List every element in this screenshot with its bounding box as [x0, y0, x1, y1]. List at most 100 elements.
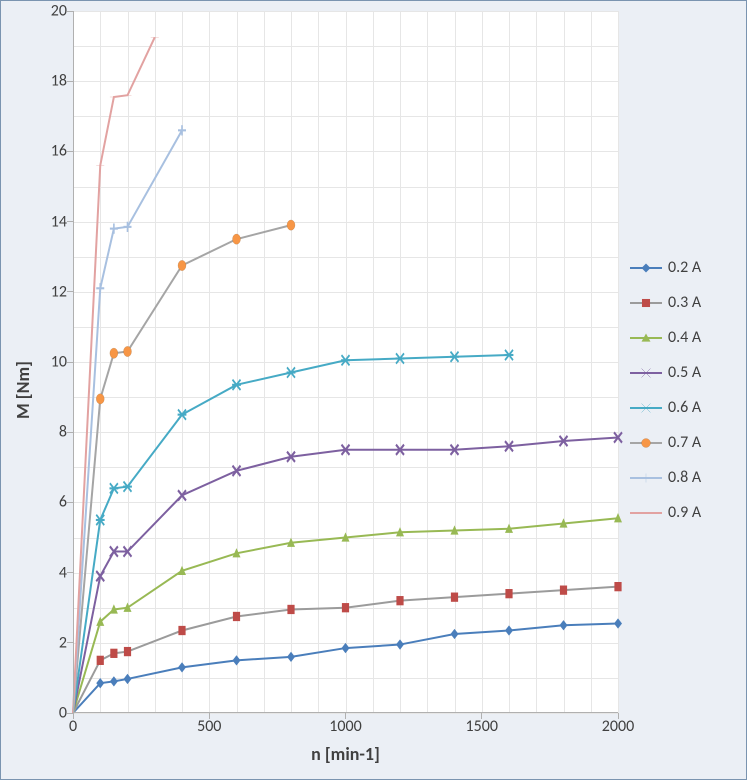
- series-marker: [109, 483, 118, 493]
- y-tick-label: 0: [37, 704, 67, 723]
- legend-item: 0.6 A: [630, 398, 738, 417]
- y-tick-label: 20: [37, 2, 67, 21]
- series-marker: [178, 260, 186, 270]
- x-axis-label: n [min-1]: [73, 741, 618, 769]
- series-marker: [450, 352, 459, 362]
- plus-icon: [639, 471, 653, 485]
- y-tick-mark: [67, 221, 73, 222]
- y-tick-label: 14: [37, 212, 67, 231]
- legend-label: 0.7 A: [668, 433, 701, 452]
- legend-item: 0.8 A: [630, 468, 738, 487]
- legend-swatch: [630, 366, 662, 380]
- legend-label: 0.6 A: [668, 398, 701, 417]
- legend: 0.2 A 0.3 A 0.4 A 0.5 A 0.6 A 0.7 A 0.8 A 0.9 A: [618, 11, 738, 769]
- legend-item: 0.4 A: [630, 328, 738, 347]
- y-tick-mark: [67, 81, 73, 82]
- y-tick-mark: [67, 151, 73, 152]
- legend-swatch: [630, 471, 662, 485]
- series-line: [73, 130, 182, 713]
- legend-swatch: [630, 401, 662, 415]
- x-tick-label: 1000: [329, 717, 361, 736]
- plot-column: 0500100015002000 n [min-1]: [73, 11, 618, 769]
- series-marker: [124, 647, 131, 656]
- y-tick-label: 4: [37, 563, 67, 582]
- series-marker: [342, 603, 349, 612]
- y-axis-line: [73, 11, 74, 713]
- chart-area: M [Nm] 02468101214161820 050010001500200…: [9, 11, 618, 769]
- y-tick-label: 2: [37, 633, 67, 652]
- y-tick-mark: [67, 11, 73, 12]
- legend-item: 0.7 A: [630, 433, 738, 452]
- series-marker: [341, 355, 350, 365]
- series-line: [73, 225, 291, 713]
- legend-label: 0.8 A: [668, 468, 701, 487]
- series-marker: [96, 283, 104, 293]
- legend-label: 0.5 A: [668, 363, 701, 382]
- series-marker: [232, 380, 241, 390]
- legend-label: 0.4 A: [668, 328, 701, 347]
- series-marker: [123, 481, 132, 491]
- series-marker: [287, 367, 296, 377]
- series-marker: [505, 589, 512, 598]
- x-tick-label: 1500: [466, 717, 498, 736]
- series-marker: [110, 223, 118, 233]
- series-marker: [110, 676, 118, 686]
- legend-swatch: [630, 436, 662, 450]
- legend-label: 0.3 A: [668, 293, 701, 312]
- y-tick-label: 12: [37, 282, 67, 301]
- square-icon: [639, 296, 653, 310]
- diamond-icon: [639, 261, 653, 275]
- series-marker: [233, 234, 241, 244]
- series-line: [73, 437, 618, 713]
- series-marker: [233, 655, 241, 665]
- legend-item: 0.9 A: [630, 503, 738, 522]
- series-marker: [124, 346, 132, 356]
- series-marker: [110, 649, 117, 658]
- series-marker: [287, 652, 295, 662]
- series-marker: [396, 353, 405, 363]
- y-tick-mark: [67, 642, 73, 643]
- triangle-icon: [639, 331, 653, 345]
- series-marker: [560, 620, 568, 630]
- series-marker: [614, 582, 621, 591]
- x-tick-label: 2000: [602, 717, 634, 736]
- legend-swatch: [630, 261, 662, 275]
- series-marker: [178, 409, 187, 419]
- series-marker: [505, 350, 514, 360]
- y-tick-mark: [67, 502, 73, 503]
- y-tick-label: 6: [37, 493, 67, 512]
- legend-label: 0.2 A: [668, 258, 701, 277]
- series-line: [73, 518, 618, 713]
- y-tick-label: 16: [37, 142, 67, 161]
- series-marker: [396, 596, 403, 605]
- legend-item: 0.3 A: [630, 293, 738, 312]
- series-marker: [124, 674, 132, 684]
- series-marker: [233, 612, 240, 621]
- y-tick-label: 8: [37, 423, 67, 442]
- y-tick-label: 18: [37, 72, 67, 91]
- y-axis: 02468101214161820: [37, 11, 73, 769]
- y-tick-mark: [67, 572, 73, 573]
- series-marker: [287, 605, 294, 614]
- series-line: [73, 623, 618, 713]
- series-marker: [96, 394, 104, 404]
- x-icon: [639, 366, 653, 380]
- series-marker: [342, 643, 350, 653]
- legend-swatch: [630, 296, 662, 310]
- legend-item: 0.5 A: [630, 363, 738, 382]
- series-marker: [451, 629, 459, 639]
- y-tick-label: 10: [37, 353, 67, 372]
- series-marker: [396, 639, 404, 649]
- series-marker: [560, 586, 567, 595]
- y-tick-mark: [67, 291, 73, 292]
- y-axis-label: M [Nm]: [12, 361, 34, 419]
- series-marker: [178, 626, 185, 635]
- series-marker: [178, 662, 186, 672]
- star-icon: [639, 401, 653, 415]
- y-tick-mark: [67, 362, 73, 363]
- legend-item: 0.2 A: [630, 258, 738, 277]
- circle-icon: [639, 436, 653, 450]
- series-marker: [287, 220, 295, 230]
- series-svg: [73, 11, 618, 713]
- series-marker: [97, 656, 104, 665]
